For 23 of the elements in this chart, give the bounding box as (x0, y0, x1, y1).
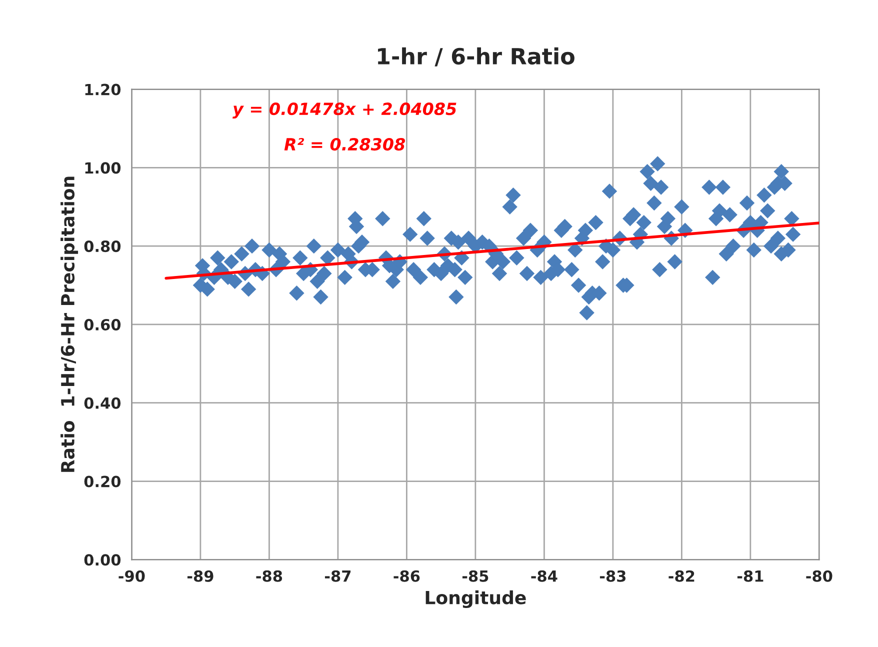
x-tick-label: -85 (462, 570, 488, 582)
x-tick-label: -83 (600, 570, 626, 582)
y-tick-label: 0.20 (84, 476, 121, 488)
annotation: R² = 0.28308 (284, 138, 406, 151)
y-tick-label: 0.80 (84, 240, 121, 252)
y-tick-label: 0.60 (84, 318, 121, 330)
y-tick-label: 1.20 (85, 84, 121, 96)
x-tick-label: -84 (531, 570, 558, 582)
x-axis-title: Longitude (426, 590, 526, 608)
x-tick-label: -88 (256, 570, 282, 582)
annotation: y = 0.01478x + 2.04085 (232, 102, 456, 119)
x-tick-label: -80 (806, 570, 832, 582)
x-tick-label: -82 (668, 570, 694, 582)
x-tick-label: -86 (394, 570, 420, 582)
y-tick-label: 0.40 (84, 397, 121, 409)
y-tick-label: 0.00 (84, 554, 121, 566)
x-tick-label: -81 (737, 570, 764, 582)
chart-title: 1-hr / 6-hr Ratio (378, 47, 574, 66)
x-tick-label: -89 (187, 570, 214, 582)
x-tick-label: -90 (118, 570, 145, 582)
y-tick-label: 1.00 (85, 162, 121, 174)
y-axis-title: Ratio 1-Hr/6-Hr Precipitation (60, 176, 78, 472)
x-tick-label: -87 (324, 570, 351, 582)
